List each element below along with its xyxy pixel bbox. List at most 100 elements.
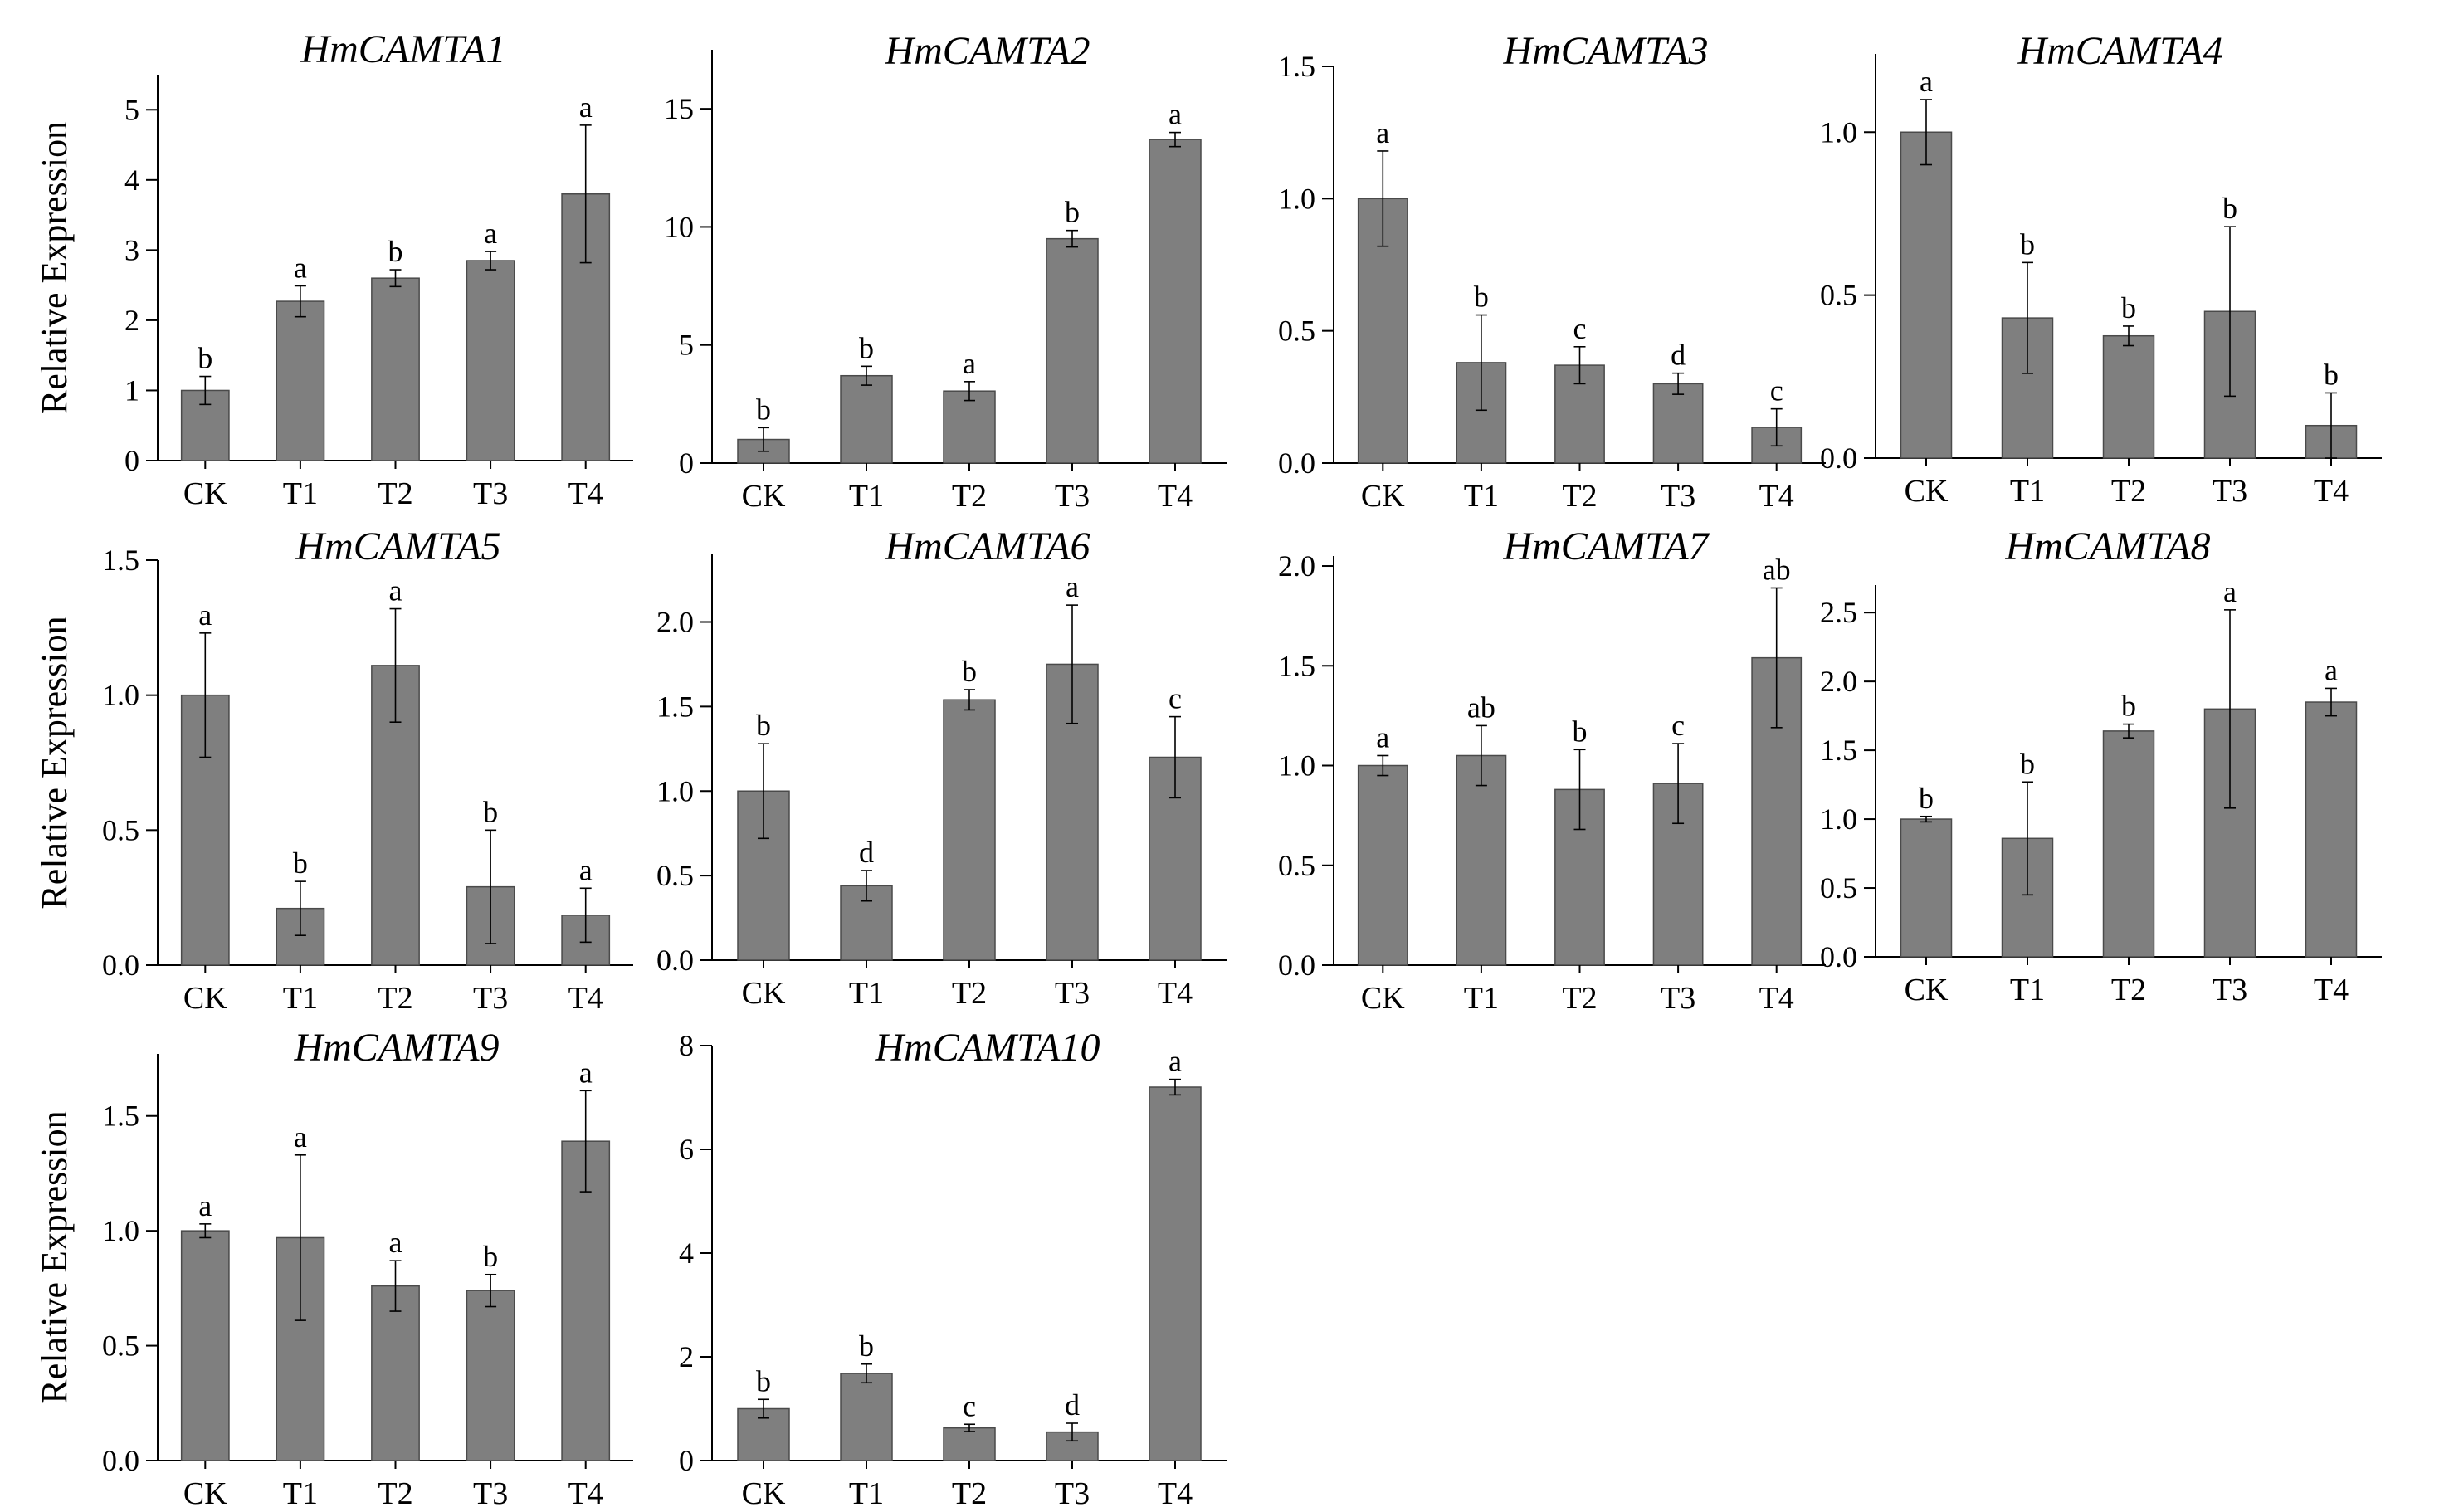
y-tick-label: 8: [679, 1029, 694, 1062]
x-tick-label: T3: [1661, 479, 1695, 514]
bar: [943, 1427, 996, 1461]
bar: [466, 260, 515, 461]
significance-label: b: [756, 393, 771, 426]
significance-label: a: [389, 1226, 402, 1259]
significance-label: d: [1671, 339, 1686, 372]
significance-label: a: [963, 347, 976, 380]
y-tick-label: 0.5: [1820, 279, 1857, 312]
significance-label: b: [388, 235, 403, 268]
chart-title: HmCAMTA9: [293, 1026, 499, 1070]
significance-label: c: [1573, 312, 1587, 345]
x-tick-label: T4: [1158, 976, 1193, 1011]
y-tick-label: 1: [124, 373, 139, 407]
x-tick-label: T4: [1158, 479, 1193, 514]
x-tick-label: T2: [952, 479, 987, 514]
y-tick-label: 2.5: [1820, 596, 1857, 629]
y-tick-label: 4: [124, 163, 139, 197]
x-tick-label: T2: [2111, 474, 2146, 509]
significance-label: a: [2325, 653, 2338, 686]
bar: [2102, 730, 2155, 958]
chart-panel: HmCAMTA7 0.0 0.5 1.0 1.5 2.0 a CK ab T1 b T2 c T3 ab T4: [1278, 524, 1826, 1016]
significance-label: c: [1168, 682, 1182, 715]
significance-label: ab: [1467, 690, 1495, 724]
x-tick-label: T3: [2213, 973, 2247, 1007]
y-tick-label: 0: [679, 1444, 694, 1477]
x-tick-label: T1: [1464, 479, 1499, 514]
x-tick-label: T2: [378, 1476, 412, 1511]
y-tick-label: 3: [124, 233, 139, 266]
y-tick-label: 0.5: [102, 813, 139, 846]
significance-label: c: [1671, 709, 1685, 742]
y-tick-label: 2.0: [656, 606, 694, 639]
x-tick-label: CK: [183, 1476, 227, 1511]
y-tick-label: 1.5: [1278, 649, 1315, 682]
y-tick-label: 1.5: [102, 1100, 139, 1133]
significance-label: b: [293, 846, 308, 880]
bar: [840, 374, 893, 464]
y-tick-label: 5: [124, 93, 139, 126]
significance-label: a: [198, 598, 212, 632]
x-tick-label: CK: [1905, 474, 1949, 509]
significance-label: b: [2324, 358, 2339, 391]
significance-label: a: [1376, 116, 1389, 149]
x-tick-label: T3: [473, 476, 508, 511]
y-tick-label: 10: [664, 210, 694, 243]
x-tick-label: T1: [849, 1476, 884, 1511]
x-tick-label: T2: [952, 1476, 987, 1511]
x-tick-label: CK: [1905, 973, 1949, 1007]
x-tick-label: T1: [283, 981, 318, 1016]
significance-label: b: [859, 1329, 874, 1363]
chart-title: HmCAMTA2: [884, 29, 1090, 73]
significance-label: b: [2020, 227, 2035, 261]
bar: [943, 390, 996, 464]
x-tick-label: CK: [742, 976, 786, 1011]
chart-title: HmCAMTA5: [295, 524, 500, 568]
bar: [561, 1140, 611, 1461]
significance-label: b: [859, 331, 874, 364]
y-tick-label: 2.0: [1278, 549, 1315, 583]
x-tick-label: T4: [1158, 1476, 1193, 1511]
bar: [1149, 139, 1202, 464]
x-tick-label: T4: [1759, 981, 1794, 1016]
y-tick-label: 15: [664, 92, 694, 125]
x-tick-label: T1: [1464, 981, 1499, 1016]
x-tick-label: T3: [1055, 479, 1090, 514]
y-tick-label: 0.0: [1820, 441, 1857, 475]
significance-label: b: [962, 655, 977, 688]
y-tick-label: 0.0: [656, 944, 694, 977]
chart-title: HmCAMTA8: [2004, 524, 2210, 568]
y-tick-label: 2: [124, 304, 139, 337]
y-tick-label: 0.0: [1278, 446, 1315, 480]
y-tick-label: 0.5: [1820, 871, 1857, 905]
bar: [1900, 131, 1953, 459]
y-tick-label: 0.5: [656, 859, 694, 892]
chart-panel: HmCAMTA1 Relative Expression 0 1 2 3 4 5 b CK a T1 b…: [34, 27, 633, 511]
significance-label: b: [2121, 291, 2136, 324]
chart-panel: HmCAMTA9 Relative Expression 0.0 0.5 1.0 1.5 a…: [34, 1026, 633, 1511]
x-tick-label: CK: [742, 479, 786, 514]
y-tick-label: 2.0: [1820, 665, 1857, 698]
significance-label: a: [294, 1120, 307, 1154]
bar: [840, 1373, 893, 1461]
y-tick-label: 1.5: [656, 690, 694, 723]
x-tick-label: T1: [283, 476, 318, 511]
x-tick-label: T1: [283, 1476, 318, 1511]
bar: [1652, 383, 1704, 464]
y-tick-label: 0.5: [102, 1329, 139, 1363]
significance-label: b: [1919, 782, 1934, 815]
chart-title: HmCAMTA4: [2017, 29, 2222, 73]
significance-label: b: [1065, 196, 1080, 229]
y-tick-label: 1.5: [102, 544, 139, 577]
x-tick-label: T4: [2314, 973, 2349, 1007]
significance-label: b: [198, 342, 212, 375]
bar: [943, 699, 996, 961]
x-tick-label: T4: [1759, 479, 1794, 514]
x-tick-label: T1: [2010, 474, 2045, 509]
y-tick-label: 1.5: [1278, 50, 1315, 83]
y-tick-label: 0.0: [102, 949, 139, 982]
bar: [1149, 1086, 1202, 1461]
bar: [1046, 237, 1099, 464]
x-tick-label: T3: [473, 1476, 508, 1511]
bar: [2102, 334, 2155, 459]
